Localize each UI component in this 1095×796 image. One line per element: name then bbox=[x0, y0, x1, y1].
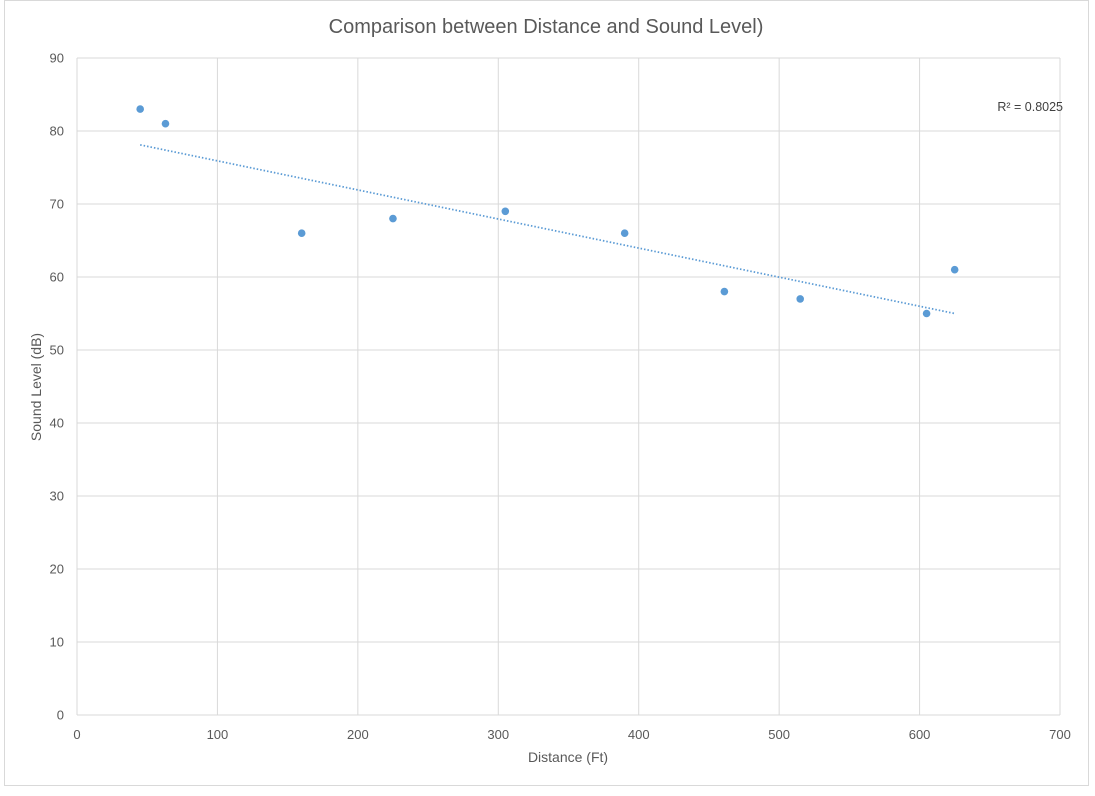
y-tick-label: 10 bbox=[50, 635, 64, 650]
data-point bbox=[161, 119, 170, 128]
gridlines bbox=[76, 57, 1061, 716]
y-tick-label: 70 bbox=[50, 197, 64, 212]
x-tick-label: 0 bbox=[73, 727, 80, 742]
y-tick-label: 60 bbox=[50, 270, 64, 285]
y-tick-label: 50 bbox=[50, 343, 64, 358]
data-point bbox=[389, 214, 397, 223]
data-point bbox=[950, 265, 959, 274]
x-tick-label: 500 bbox=[768, 727, 790, 742]
x-tick-label: 200 bbox=[347, 727, 369, 742]
data-point bbox=[922, 309, 931, 318]
y-axis-title: Sound Level (dB) bbox=[28, 333, 44, 441]
trendline-group bbox=[140, 144, 955, 315]
data-point bbox=[136, 105, 144, 113]
y-tick-label: 80 bbox=[50, 124, 64, 139]
x-tick-label: 600 bbox=[909, 727, 931, 742]
x-tick-label: 400 bbox=[628, 727, 650, 742]
r-squared-label: R² = 0.8025 bbox=[997, 100, 1063, 114]
x-tick-label: 300 bbox=[487, 727, 509, 742]
x-axis-title: Distance (Ft) bbox=[528, 749, 608, 765]
data-point bbox=[796, 295, 805, 303]
y-tick-label: 0 bbox=[57, 708, 64, 723]
y-tick-label: 90 bbox=[50, 51, 64, 66]
y-tick-label: 20 bbox=[50, 562, 64, 577]
axes: 0 100 200 300 400 500 600 700 0 10 20 30 40 50 60 70 80 9… bbox=[50, 51, 1071, 743]
data-point bbox=[620, 229, 629, 237]
data-point bbox=[720, 287, 729, 296]
x-tick-label: 700 bbox=[1049, 727, 1071, 742]
trendline bbox=[140, 144, 955, 315]
chart-title: Comparison between Distance and Sound Le… bbox=[329, 16, 764, 38]
y-tick-label: 40 bbox=[50, 416, 64, 431]
data-point bbox=[501, 207, 510, 216]
data-point bbox=[297, 229, 306, 237]
y-tick-label: 30 bbox=[50, 489, 64, 504]
data-points bbox=[136, 105, 959, 318]
x-tick-label: 100 bbox=[207, 727, 229, 742]
